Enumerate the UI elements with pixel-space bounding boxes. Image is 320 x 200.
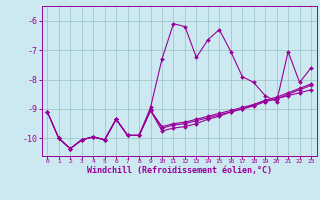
X-axis label: Windchill (Refroidissement éolien,°C): Windchill (Refroidissement éolien,°C)	[87, 166, 272, 175]
